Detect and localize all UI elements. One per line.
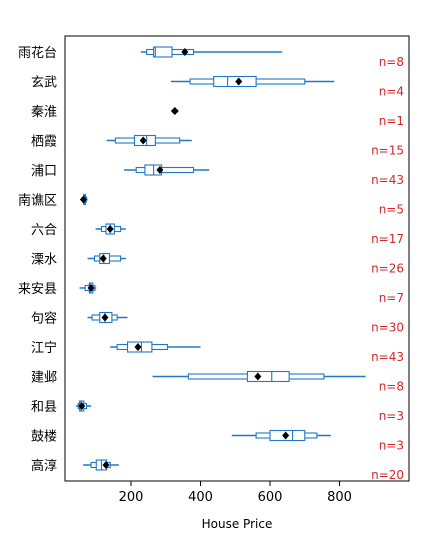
category-label: 和县 xyxy=(31,400,57,415)
mean-marker xyxy=(282,431,290,440)
box-group xyxy=(76,400,92,412)
box-group xyxy=(140,46,283,58)
category-label: 南谯区 xyxy=(18,193,57,209)
category-label: 江宁 xyxy=(31,340,57,356)
mean-marker xyxy=(139,136,147,145)
inner-box xyxy=(213,75,257,88)
mean-marker xyxy=(87,284,95,292)
category-label: 句容 xyxy=(31,311,57,327)
count-label: n=7 xyxy=(379,291,404,305)
mean-marker xyxy=(106,225,114,233)
count-label: n=20 xyxy=(371,468,404,482)
mean-marker xyxy=(235,77,243,86)
box-group xyxy=(110,341,201,353)
x-tick-label: 400 xyxy=(188,490,213,505)
count-label: n=5 xyxy=(379,203,404,217)
count-label: n=17 xyxy=(371,232,404,246)
count-label: n=3 xyxy=(379,439,404,453)
box-group xyxy=(170,107,179,115)
count-label: n=43 xyxy=(371,173,404,187)
category-label: 秦淮 xyxy=(31,105,57,120)
category-label: 鼓楼 xyxy=(31,430,57,445)
mean-marker xyxy=(78,402,86,410)
count-label: n=1 xyxy=(379,114,404,128)
x-tick-label: 800 xyxy=(327,490,352,505)
x-axis-title: House Price xyxy=(202,517,273,531)
mean-marker xyxy=(181,48,189,56)
mean-marker xyxy=(99,254,107,263)
count-label: n=8 xyxy=(379,55,404,69)
outer-box xyxy=(135,166,195,174)
category-label: 玄武 xyxy=(31,76,57,91)
box-group xyxy=(231,429,331,442)
category-label: 溧水 xyxy=(31,253,57,268)
category-label: 栖霞 xyxy=(31,135,57,150)
box-group xyxy=(79,282,97,294)
box-group xyxy=(106,134,192,147)
inner-box xyxy=(153,46,173,58)
category-label: 建邺 xyxy=(31,371,57,386)
box-group xyxy=(83,459,119,471)
category-label: 浦口 xyxy=(31,164,57,179)
mean-marker xyxy=(134,343,142,351)
mean-marker xyxy=(156,166,164,174)
count-label: n=26 xyxy=(371,262,404,276)
category-label: 来安县 xyxy=(18,282,57,297)
count-label: n=8 xyxy=(379,380,404,394)
count-labels: n=8 n=4 n=1 n=15 n=43 n=5 n=17 n=26 n=7 n=30 n=43 n… xyxy=(371,55,404,482)
mean-marker xyxy=(254,372,262,381)
count-label: n=43 xyxy=(371,350,404,364)
box-group xyxy=(95,223,126,235)
category-label: 雨花台 xyxy=(18,45,57,61)
boxes-layer xyxy=(76,46,366,471)
count-label: n=30 xyxy=(371,321,404,335)
plot-frame xyxy=(64,35,410,482)
category-label: 高淳 xyxy=(31,458,57,474)
box-group xyxy=(124,164,210,176)
mean-marker xyxy=(79,195,87,204)
category-label: 六合 xyxy=(31,223,57,238)
mean-marker xyxy=(102,461,110,469)
count-label: n=3 xyxy=(379,409,404,423)
x-axis: 200 400 600 800 xyxy=(119,481,352,505)
box-group xyxy=(79,193,88,206)
box-group xyxy=(170,75,335,88)
count-label: n=15 xyxy=(371,144,404,158)
x-tick-label: 600 xyxy=(258,490,283,505)
mean-marker xyxy=(170,107,179,115)
box-group xyxy=(152,370,366,383)
box-group xyxy=(87,252,126,265)
inner-box xyxy=(246,370,290,383)
x-tick-label: 200 xyxy=(119,490,144,505)
mean-marker xyxy=(101,313,109,322)
box-group xyxy=(87,311,128,324)
count-label: n=4 xyxy=(379,85,404,99)
